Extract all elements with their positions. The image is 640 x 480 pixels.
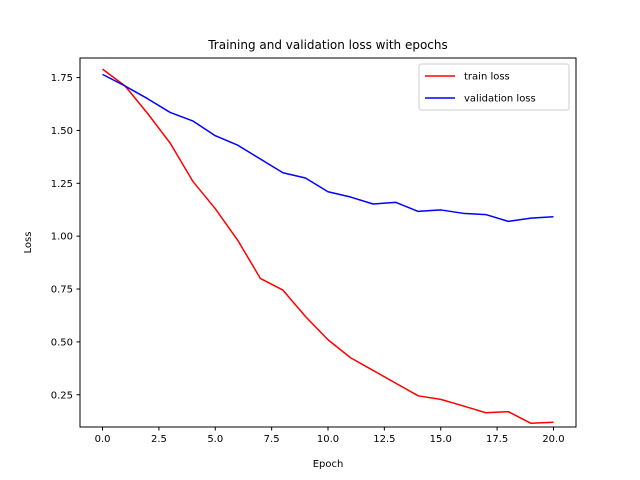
x-axis-label: Epoch [313,459,344,470]
x-tick-label: 10.0 [317,434,339,445]
train-loss-line [102,68,554,425]
y-tick-label: 1.50 [51,126,73,137]
validation-loss-line [102,73,554,223]
y-tick-label: 0.50 [51,337,73,348]
validation-loss-legend-label: validation loss [464,94,536,105]
x-tick-label: 5.0 [207,434,223,445]
y-axis: 0.25 0.50 0.75 1.00 1.25 1.50 1.75 [51,73,80,401]
x-tick-label: 15.0 [430,434,452,445]
x-tick-label: 17.5 [486,434,508,445]
legend-box [418,63,570,111]
y-tick-label: 1.25 [51,179,73,190]
y-tick-label: 1.00 [51,232,73,243]
x-tick-label: 20.0 [542,434,564,445]
legend: train loss validation loss [418,63,570,111]
x-tick-label: 7.5 [264,434,280,445]
series-layer [102,68,554,425]
chart-title: Training and validation loss with epochs [207,38,448,52]
y-axis-label: Loss [23,232,34,254]
x-tick-label: 2.5 [151,434,167,445]
y-tick-label: 1.75 [51,73,73,84]
x-axis: 0.0 2.5 5.0 7.5 10.0 12.5 15.0 17.5 20.0 [95,427,565,445]
y-tick-label: 0.75 [51,285,73,296]
x-tick-label: 0.0 [95,434,111,445]
y-tick-label: 0.25 [51,390,73,401]
train-loss-legend-label: train loss [464,72,510,83]
x-tick-label: 12.5 [373,434,395,445]
